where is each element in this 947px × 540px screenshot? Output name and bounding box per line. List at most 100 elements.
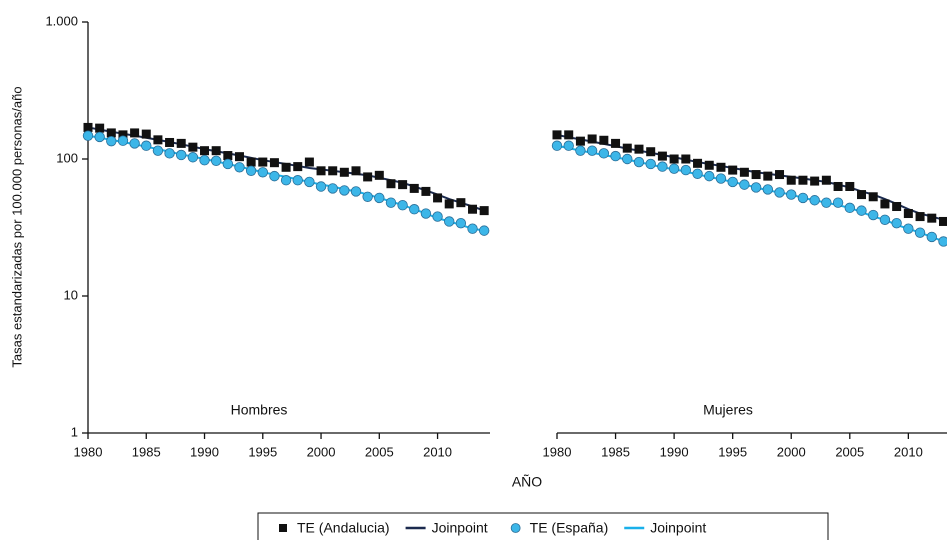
square-marker [479,206,489,216]
circle-marker [786,189,797,200]
square-marker [810,176,820,186]
circle-marker [292,175,303,186]
circle-marker [891,217,902,229]
square-marker [328,166,338,176]
circle-marker [586,145,598,156]
square-marker [246,157,256,167]
square-marker [130,128,140,138]
circle-marker [809,195,820,206]
circle-marker [187,152,199,163]
circle-marker [856,205,867,216]
y-tick-label: 10 [64,287,78,302]
circle-marker [563,140,574,151]
square-marker [223,151,233,161]
square-marker [669,154,679,164]
x-tick-label: 2000 [307,444,336,459]
circle-marker [432,211,443,222]
legend-label: TE (España) [530,520,609,536]
circle-marker [739,179,750,190]
circle-marker [222,158,234,170]
square-marker [775,170,785,180]
square-marker [141,129,151,139]
square-marker [200,146,210,156]
square-marker [763,171,773,181]
circle-marker [210,155,222,167]
circle-marker [467,223,478,234]
square-marker [693,158,703,168]
circle-marker [879,214,891,225]
square-marker [339,167,349,177]
circle-marker [269,170,280,182]
square-marker [409,183,419,193]
square-marker [176,138,186,148]
square-marker [316,166,326,176]
square-marker [575,136,585,146]
square-marker [903,209,913,219]
circle-marker [257,167,268,178]
circle-marker [106,135,117,147]
x-tick-label: 1985 [132,444,161,459]
square-marker [599,135,609,145]
square-marker [857,190,867,200]
square-marker [421,186,431,196]
square-marker [786,175,796,185]
x-tick-label: 1985 [601,444,630,459]
x-tick-label: 1990 [660,444,689,459]
circle-marker [409,204,420,215]
circle-marker [645,158,656,170]
circle-marker [657,161,668,172]
square-marker [234,152,244,162]
circle-marker [844,202,855,214]
circle-marker [199,155,210,166]
square-marker [611,138,621,148]
square-marker [552,130,562,140]
legend-square [279,524,287,532]
panel-label: Hombres [231,402,288,418]
circle-marker [680,164,692,176]
circle-marker [914,227,926,238]
square-marker [892,202,902,212]
square-marker [106,128,116,138]
circle-marker [774,187,785,198]
square-marker [622,143,632,153]
circle-marker [176,149,187,161]
square-marker [646,147,656,157]
circle-marker [455,217,467,229]
legend-circle [510,523,521,533]
y-axis-label: Tasas estandarizadas por 100.000 persona… [9,86,24,367]
square-marker [938,216,947,226]
square-marker [211,146,221,156]
circle-marker [164,148,175,159]
square-marker [468,204,478,214]
legend-label: Joinpoint [432,520,488,536]
circle-marker [152,145,164,156]
square-marker [739,167,749,177]
square-marker [95,123,105,133]
joinpoint-line [556,144,944,243]
circle-marker [938,236,947,247]
circle-marker [575,145,586,156]
square-marker [444,199,454,209]
circle-marker [327,183,338,194]
x-tick-label: 1995 [248,444,277,459]
circle-marker [668,163,680,174]
circle-marker [245,165,257,177]
square-marker [281,162,291,172]
square-marker [634,144,644,154]
square-marker [398,180,408,190]
circle-marker [926,231,937,243]
x-tick-label: 2010 [894,444,923,459]
square-marker [304,157,314,167]
circle-marker [280,175,292,186]
square-marker [293,162,303,172]
square-marker [118,130,128,140]
y-tick-label: 1 [71,424,78,439]
square-marker [927,213,937,223]
circle-marker [117,135,129,146]
y-tick-label: 1.000 [45,13,78,28]
square-marker [153,135,163,145]
circle-marker [551,140,563,151]
circle-marker [610,150,621,162]
square-marker [269,158,279,168]
